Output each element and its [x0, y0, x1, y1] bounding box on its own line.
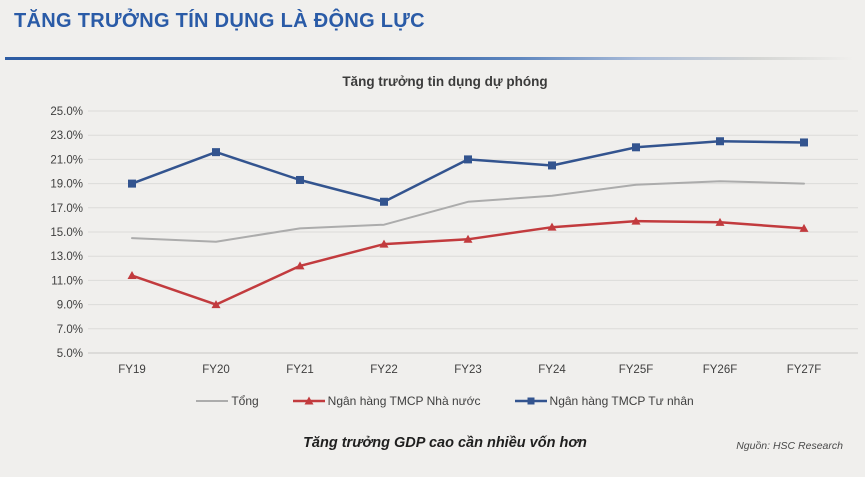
y-tick-label: 15.0%: [50, 227, 83, 239]
data-point-marker: [211, 300, 221, 309]
series-line-0: [131, 180, 805, 243]
x-tick-label: FY27F: [787, 364, 822, 376]
data-point-marker: [547, 222, 557, 231]
chart-title: Tăng trưởng tin dụng dự phóng: [342, 74, 548, 89]
data-point-marker: [716, 137, 724, 146]
x-tick-label: FY21: [286, 364, 314, 376]
data-point-marker: [799, 223, 809, 232]
legend-item-2: Ngân hàng TMCP Tư nhân: [514, 394, 694, 408]
page-title: TĂNG TRƯỞNG TÍN DỤNG LÀ ĐỘNG LỰC: [14, 10, 425, 32]
data-point-marker: [128, 179, 136, 188]
x-tick-label: FY20: [202, 364, 230, 376]
line-swatch-icon: [196, 400, 229, 402]
legend-label: Ngân hàng TMCP Nhà nước: [327, 394, 481, 408]
y-tick-label: 7.0%: [57, 324, 83, 336]
header-rule: [5, 57, 862, 60]
y-tick-label: 9.0%: [57, 300, 83, 312]
legend-item-0: Tổng: [196, 394, 259, 408]
y-tick-label: 13.0%: [50, 251, 83, 263]
data-point-marker: [800, 138, 808, 147]
y-tick-label: 5.0%: [57, 348, 83, 360]
legend-label: Tổng: [231, 394, 259, 408]
data-point-marker: [212, 148, 220, 157]
data-point-marker: [295, 261, 305, 270]
data-point-marker: [296, 175, 304, 184]
data-point-marker: [464, 155, 472, 164]
y-tick-label: 19.0%: [50, 179, 83, 191]
y-tick-label: 25.0%: [50, 106, 83, 118]
data-point-marker: [380, 197, 388, 206]
legend-item-1: Ngân hàng TMCP Nhà nước: [292, 394, 481, 408]
y-tick-label: 11.0%: [51, 275, 83, 287]
x-tick-label: FY26F: [703, 364, 738, 376]
x-tick-label: FY25F: [619, 364, 654, 376]
data-point-marker: [463, 234, 473, 243]
x-tick-label: FY22: [370, 364, 398, 376]
y-tick-label: 21.0%: [50, 154, 83, 166]
triangle-marker-swatch-icon: [292, 396, 325, 405]
data-point-marker: [379, 239, 389, 248]
data-point-marker: [632, 143, 640, 152]
source-note: Nguồn: HSC Research: [736, 440, 843, 452]
x-tick-label: FY24: [538, 364, 566, 376]
square-marker-swatch-icon: [514, 397, 547, 405]
series-line-2: [130, 140, 806, 204]
x-tick-label: FY19: [118, 364, 146, 376]
x-tick-label: FY23: [454, 364, 482, 376]
series-line-1: [130, 219, 806, 306]
data-point-marker: [631, 216, 641, 225]
footer-note: Tăng trưởng GDP cao cần nhiều vốn hơn: [303, 435, 587, 451]
credit-growth-chart: 25.0% 23.0% 21.0% 19.0% 17.0% 15.0% 13.0% 11.0%…: [50, 106, 858, 376]
y-tick-label: 17.0%: [50, 203, 83, 215]
legend-label: Ngân hàng TMCP Tư nhân: [549, 394, 694, 408]
data-point-marker: [548, 161, 556, 170]
chart-legend: Tổng Ngân hàng TMCP Nhà nước Ngân hàng TMC…: [25, 392, 865, 410]
data-point-marker: [127, 271, 137, 280]
data-point-marker: [715, 217, 725, 226]
y-tick-label: 23.0%: [50, 130, 83, 142]
